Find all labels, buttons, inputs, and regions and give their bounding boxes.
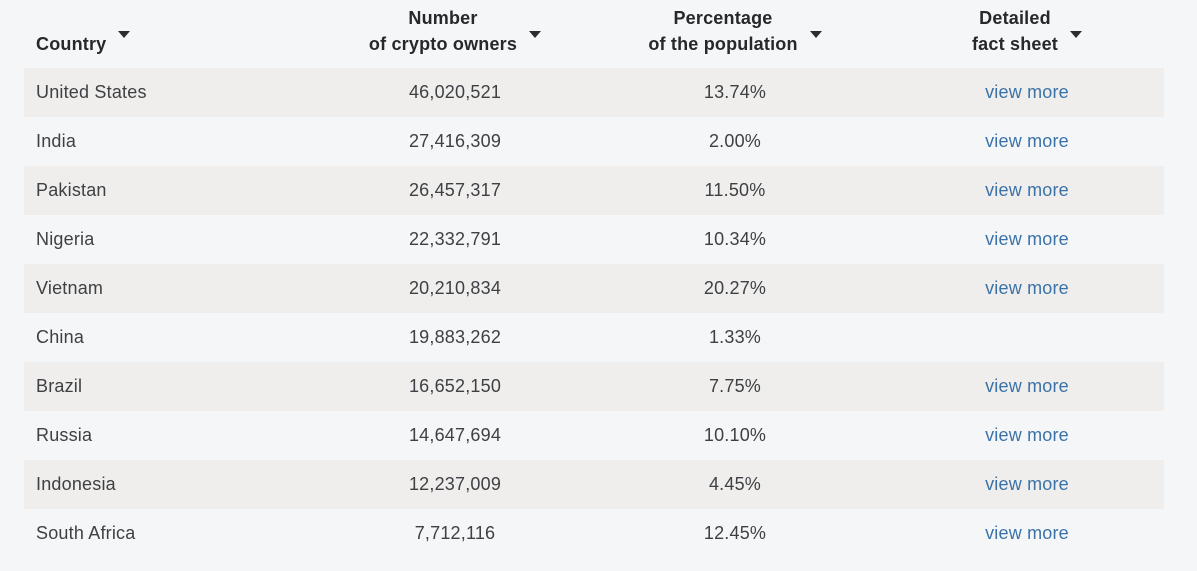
owners-cell: 20,210,834 <box>408 278 502 298</box>
country-cell: Vietnam <box>36 278 104 298</box>
country-cell: United States <box>36 82 147 102</box>
percentage-cell: 11.50% <box>704 180 766 200</box>
percentage-cell: 2.00% <box>708 131 762 151</box>
country-cell: South Africa <box>36 523 136 543</box>
view-more-link[interactable]: view more <box>985 376 1069 396</box>
view-more-link[interactable]: view more <box>985 229 1069 249</box>
view-more-link[interactable]: view more <box>985 425 1069 445</box>
country-cell: China <box>36 327 85 347</box>
country-cell: Brazil <box>36 376 83 396</box>
percentage-cell: 1.33% <box>708 327 762 347</box>
table-row-russia: Russia 14,647,694 10.10% view more <box>24 411 1164 460</box>
owners-cell: 7,712,116 <box>414 523 496 543</box>
owners-cell: 27,416,309 <box>408 131 502 151</box>
col-header-factsheet[interactable]: Detailed fact sheet <box>890 5 1164 57</box>
col-header-country-label: Country <box>36 34 107 54</box>
col-header-country[interactable]: Country <box>24 31 330 57</box>
col-header-percentage-label: Percentage <box>673 8 773 28</box>
table-row-china: China 19,883,262 1.33% <box>24 313 1164 362</box>
view-more-link[interactable]: view more <box>985 523 1069 543</box>
percentage-cell: 4.45% <box>708 474 762 494</box>
view-more-link[interactable]: view more <box>985 131 1069 151</box>
country-cell: Indonesia <box>36 474 116 494</box>
col-header-owners[interactable]: Number of crypto owners <box>330 5 580 57</box>
owners-cell: 19,883,262 <box>408 327 502 347</box>
table-row-south-africa: South Africa 7,712,116 12.45% view more <box>24 509 1164 558</box>
table-header-row: Country Number of crypto owners Percenta… <box>24 0 1164 68</box>
col-header-owners-label: Number <box>408 8 478 28</box>
table-row-brazil: Brazil 16,652,150 7.75% view more <box>24 362 1164 411</box>
country-cell: Russia <box>36 425 93 445</box>
percentage-cell: 12.45% <box>703 523 767 543</box>
sort-factsheet-icon[interactable] <box>1070 31 1083 38</box>
col-header-factsheet-label: Detailed <box>979 8 1051 28</box>
table-row-india: India 27,416,309 2.00% view more <box>24 117 1164 166</box>
country-cell: India <box>36 131 77 151</box>
owners-cell: 46,020,521 <box>408 82 502 102</box>
owners-cell: 16,652,150 <box>408 376 502 396</box>
table-row-vietnam: Vietnam 20,210,834 20.27% view more <box>24 264 1164 313</box>
sort-country-icon[interactable] <box>118 31 131 38</box>
percentage-cell: 10.10% <box>703 425 767 445</box>
table-row-united-states: United States 46,020,521 13.74% view mor… <box>24 68 1164 117</box>
percentage-cell: 7.75% <box>708 376 762 396</box>
owners-cell: 26,457,317 <box>408 180 502 200</box>
view-more-link[interactable]: view more <box>985 278 1069 298</box>
country-cell: Pakistan <box>36 180 107 200</box>
table-row-nigeria: Nigeria 22,332,791 10.34% view more <box>24 215 1164 264</box>
crypto-owners-table: Country Number of crypto owners Percenta… <box>24 0 1164 558</box>
percentage-cell: 10.34% <box>703 229 767 249</box>
table-body: United States 46,020,521 13.74% view mor… <box>24 68 1164 558</box>
owners-cell: 14,647,694 <box>408 425 502 445</box>
owners-cell: 22,332,791 <box>408 229 502 249</box>
table-row-indonesia: Indonesia 12,237,009 4.45% view more <box>24 460 1164 509</box>
col-header-percentage[interactable]: Percentage of the population <box>580 5 890 57</box>
country-cell: Nigeria <box>36 229 95 249</box>
view-more-link[interactable]: view more <box>985 474 1069 494</box>
view-more-link[interactable]: view more <box>985 82 1069 102</box>
owners-cell: 12,237,009 <box>408 474 502 494</box>
sort-percentage-icon[interactable] <box>809 31 822 38</box>
table-row-pakistan: Pakistan 26,457,317 11.50% view more <box>24 166 1164 215</box>
percentage-cell: 13.74% <box>703 82 767 102</box>
view-more-link[interactable]: view more <box>985 180 1069 200</box>
percentage-cell: 20.27% <box>703 278 767 298</box>
sort-owners-icon[interactable] <box>529 31 542 38</box>
